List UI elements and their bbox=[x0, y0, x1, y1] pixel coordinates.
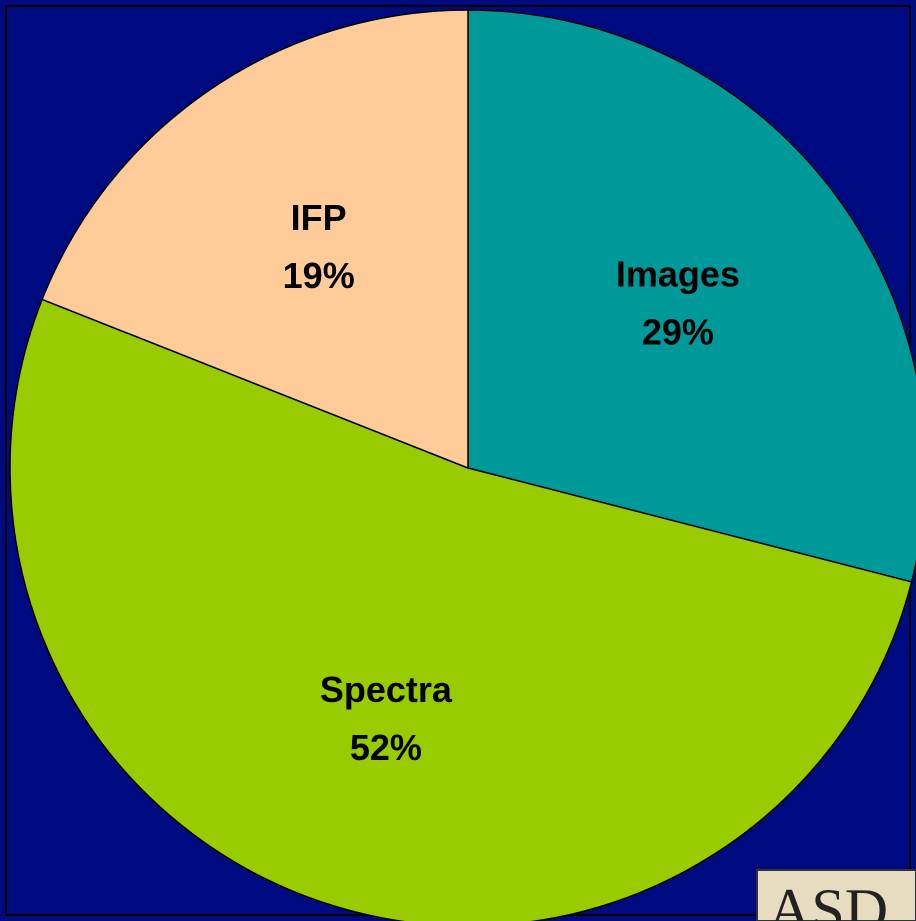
slice-value-label: 19% bbox=[283, 255, 355, 296]
slice-label: Images bbox=[616, 254, 740, 295]
labels: Images 29% Spectra 52% IFP 19% bbox=[283, 197, 740, 768]
corner-image bbox=[756, 869, 916, 921]
corner-image-text: ASD bbox=[768, 877, 888, 921]
pie bbox=[9, 9, 916, 921]
slice-value-label: 52% bbox=[350, 727, 422, 768]
pie-slice bbox=[41, 9, 469, 470]
pie-slice bbox=[9, 298, 913, 921]
slice-label: Spectra bbox=[320, 669, 453, 710]
pie-slice bbox=[467, 9, 916, 583]
slice-value-label: 29% bbox=[642, 312, 714, 353]
slice-label: IFP bbox=[291, 197, 347, 238]
